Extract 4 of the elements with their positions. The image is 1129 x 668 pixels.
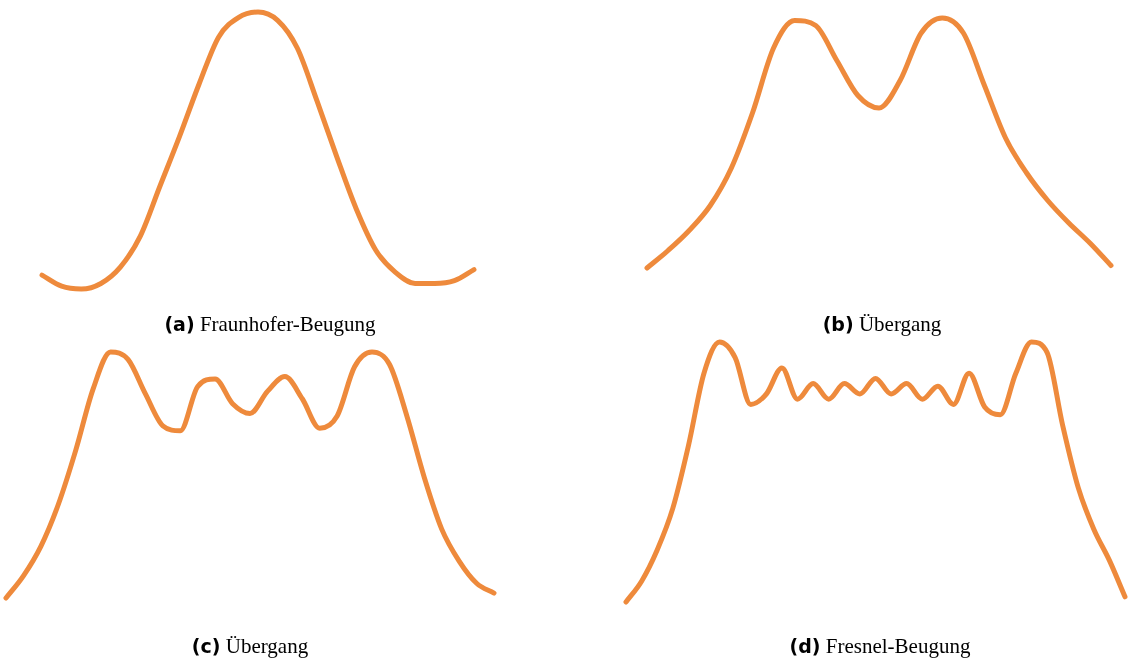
text: (a) Fraunhofer-Beugung bbox=[164, 312, 376, 337]
text: (d) Fresnel-Beugung bbox=[789, 634, 971, 659]
text: (b) Übergang bbox=[822, 312, 942, 337]
text: (c) Übergang bbox=[191, 634, 309, 659]
